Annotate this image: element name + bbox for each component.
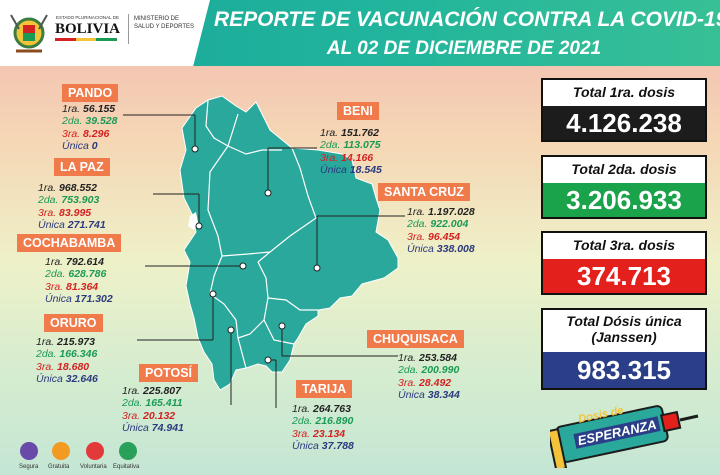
total-unica-title: Total Dósis única (Janssen) <box>566 313 682 345</box>
org-name-small: ESTADO PLURINACIONAL DE <box>56 15 120 20</box>
total-2da-title: Total 2da. dosis <box>571 161 677 177</box>
values-tarija: 1ra. 264.763 2da. 216.890 3ra. 23.134 Ún… <box>292 403 354 453</box>
footer-label-voluntaria: Voluntaria <box>80 464 107 470</box>
tag-beni: BENI <box>337 102 379 120</box>
department-markers <box>191 145 321 364</box>
report-title: REPORTE DE VACUNACIÓN CONTRA LA COVID-19 <box>214 8 720 31</box>
values-la-paz: 1ra. 968.552 2da. 753.903 3ra. 83.995 Ún… <box>38 182 106 232</box>
tag-santa-cruz: SANTA CRUZ <box>378 183 470 201</box>
values-santa-cruz: 1ra. 1.197.028 2da. 922.004 3ra. 96.454 … <box>407 206 475 256</box>
flag-stripe <box>55 38 118 41</box>
gift-icon <box>52 442 70 460</box>
scales-icon <box>119 442 137 460</box>
department-borders <box>205 99 318 369</box>
header-banner: ESTADO PLURINACIONAL DE BOLIVIA MINISTER… <box>0 0 720 66</box>
total-2da-box: Total 2da. dosis 3.206.933 <box>541 155 707 219</box>
total-1ra-value: 4.126.238 <box>543 106 705 140</box>
footer-label-gratuita: Gratuita <box>48 464 70 470</box>
lake-titicaca <box>188 212 198 230</box>
total-2da-value: 3.206.933 <box>543 183 705 217</box>
total-1ra-box: Total 1ra. dosis 4.126.238 <box>541 78 707 142</box>
total-unica-box: Total Dósis única (Janssen) 983.315 <box>541 308 707 390</box>
footer-label-segura: Segura <box>19 464 39 470</box>
total-1ra-title: Total 1ra. dosis <box>572 84 676 100</box>
values-pando: 1ra. 56.155 2da. 39.528 3ra. 8.296 Única… <box>62 103 118 153</box>
values-chuquisaca: 1ra. 253.584 2da. 200.990 3ra. 28.492 Ún… <box>398 352 460 402</box>
report-date: AL 02 DE DICIEMBRE DE 2021 <box>326 38 602 59</box>
ministry-line2: SALUD Y DEPORTES <box>134 24 195 30</box>
tag-chuquisaca: CHUQUISACA <box>367 330 464 348</box>
ministry-line1: MINISTERIO DE <box>134 16 180 22</box>
logo-divider <box>128 14 129 44</box>
shield-icon <box>20 442 38 460</box>
tag-cochabamba: COCHABAMBA <box>17 234 122 252</box>
tag-potosi: POTOSÍ <box>139 364 199 382</box>
hand-icon <box>86 442 104 460</box>
tag-tarija: TARIJA <box>296 380 353 398</box>
values-cochabamba: 1ra. 792.614 2da. 628.786 3ra. 81.364 Ún… <box>45 256 113 306</box>
total-3ra-box: Total 3ra. dosis 374.713 <box>541 231 707 295</box>
total-3ra-title: Total 3ra. dosis <box>572 237 676 253</box>
tag-pando: PANDO <box>62 84 119 102</box>
total-unica-value: 983.315 <box>543 352 705 388</box>
logo-area: ESTADO PLURINACIONAL DE BOLIVIA MINISTER… <box>0 0 210 66</box>
total-3ra-value: 374.713 <box>543 259 705 293</box>
values-beni: 1ra. 151.762 2da. 113.075 3ra. 14.166 Ún… <box>320 127 382 177</box>
values-potosi: 1ra. 225.807 2da. 165.411 3ra. 20.132 Ún… <box>122 385 184 435</box>
values-oruro: 1ra. 215.973 2da. 166.346 3ra. 18.680 Ún… <box>36 336 98 386</box>
coat-of-arms-icon <box>10 14 48 53</box>
footer-label-equitativa: Equitativa <box>113 464 140 470</box>
tag-la-paz: LA PAZ <box>54 158 110 176</box>
tag-oruro: ORURO <box>44 314 103 332</box>
org-name-bolivia: BOLIVIA <box>55 21 121 37</box>
